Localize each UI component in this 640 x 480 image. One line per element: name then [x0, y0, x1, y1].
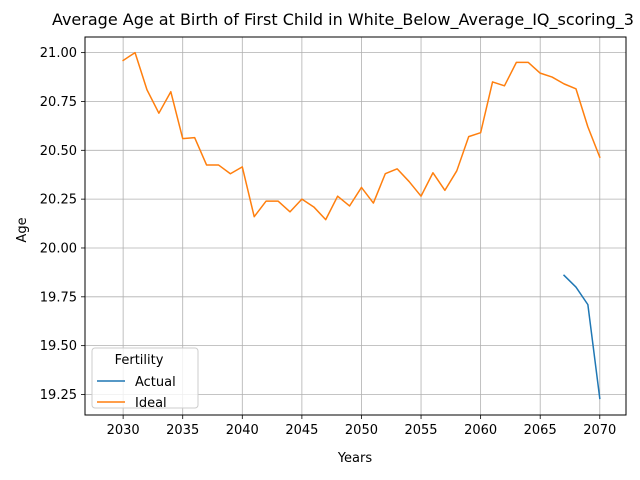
legend: Fertility Actual Ideal — [91, 347, 199, 411]
y-tick-label: 19.25 — [40, 388, 77, 403]
x-tick-label: 2045 — [285, 423, 318, 438]
legend-title: Fertility — [115, 353, 164, 368]
y-tick-label: 20.50 — [40, 144, 77, 159]
legend-box — [91, 347, 199, 409]
x-tick-label: 2065 — [524, 423, 557, 438]
series-line-actual — [562, 274, 601, 400]
y-axis-label: Age — [15, 217, 30, 242]
grid — [85, 37, 626, 415]
x-tick-label: 2030 — [107, 423, 140, 438]
series-line-ideal — [122, 51, 601, 221]
y-tick-label: 20.00 — [40, 241, 77, 256]
legend-entries: Actual Ideal — [97, 375, 176, 411]
axis-ticks: 2030 2035 2040 2045 2050 2055 2060 2065 2070 19.2… — [40, 46, 617, 438]
x-tick-label: 2035 — [166, 423, 199, 438]
y-tick-label: 20.25 — [40, 193, 77, 208]
legend-label-ideal: Ideal — [135, 396, 167, 411]
x-axis-label: Years — [337, 451, 373, 466]
y-tick-label: 19.50 — [40, 339, 77, 354]
x-tick-label: 2040 — [226, 423, 259, 438]
x-tick-label: 2050 — [345, 423, 378, 438]
chart-title: Average Age at Birth of First Child in W… — [52, 10, 640, 30]
y-tick-label: 21.00 — [40, 46, 77, 61]
legend-label-actual: Actual — [135, 375, 176, 390]
x-tick-label: 2060 — [464, 423, 497, 438]
x-tick-label: 2070 — [583, 423, 616, 438]
y-tick-label: 19.75 — [40, 290, 77, 305]
y-tick-label: 20.75 — [40, 95, 77, 110]
plot-area-frame — [84, 36, 627, 416]
x-tick-label: 2055 — [404, 423, 437, 438]
series-lines — [122, 51, 601, 400]
